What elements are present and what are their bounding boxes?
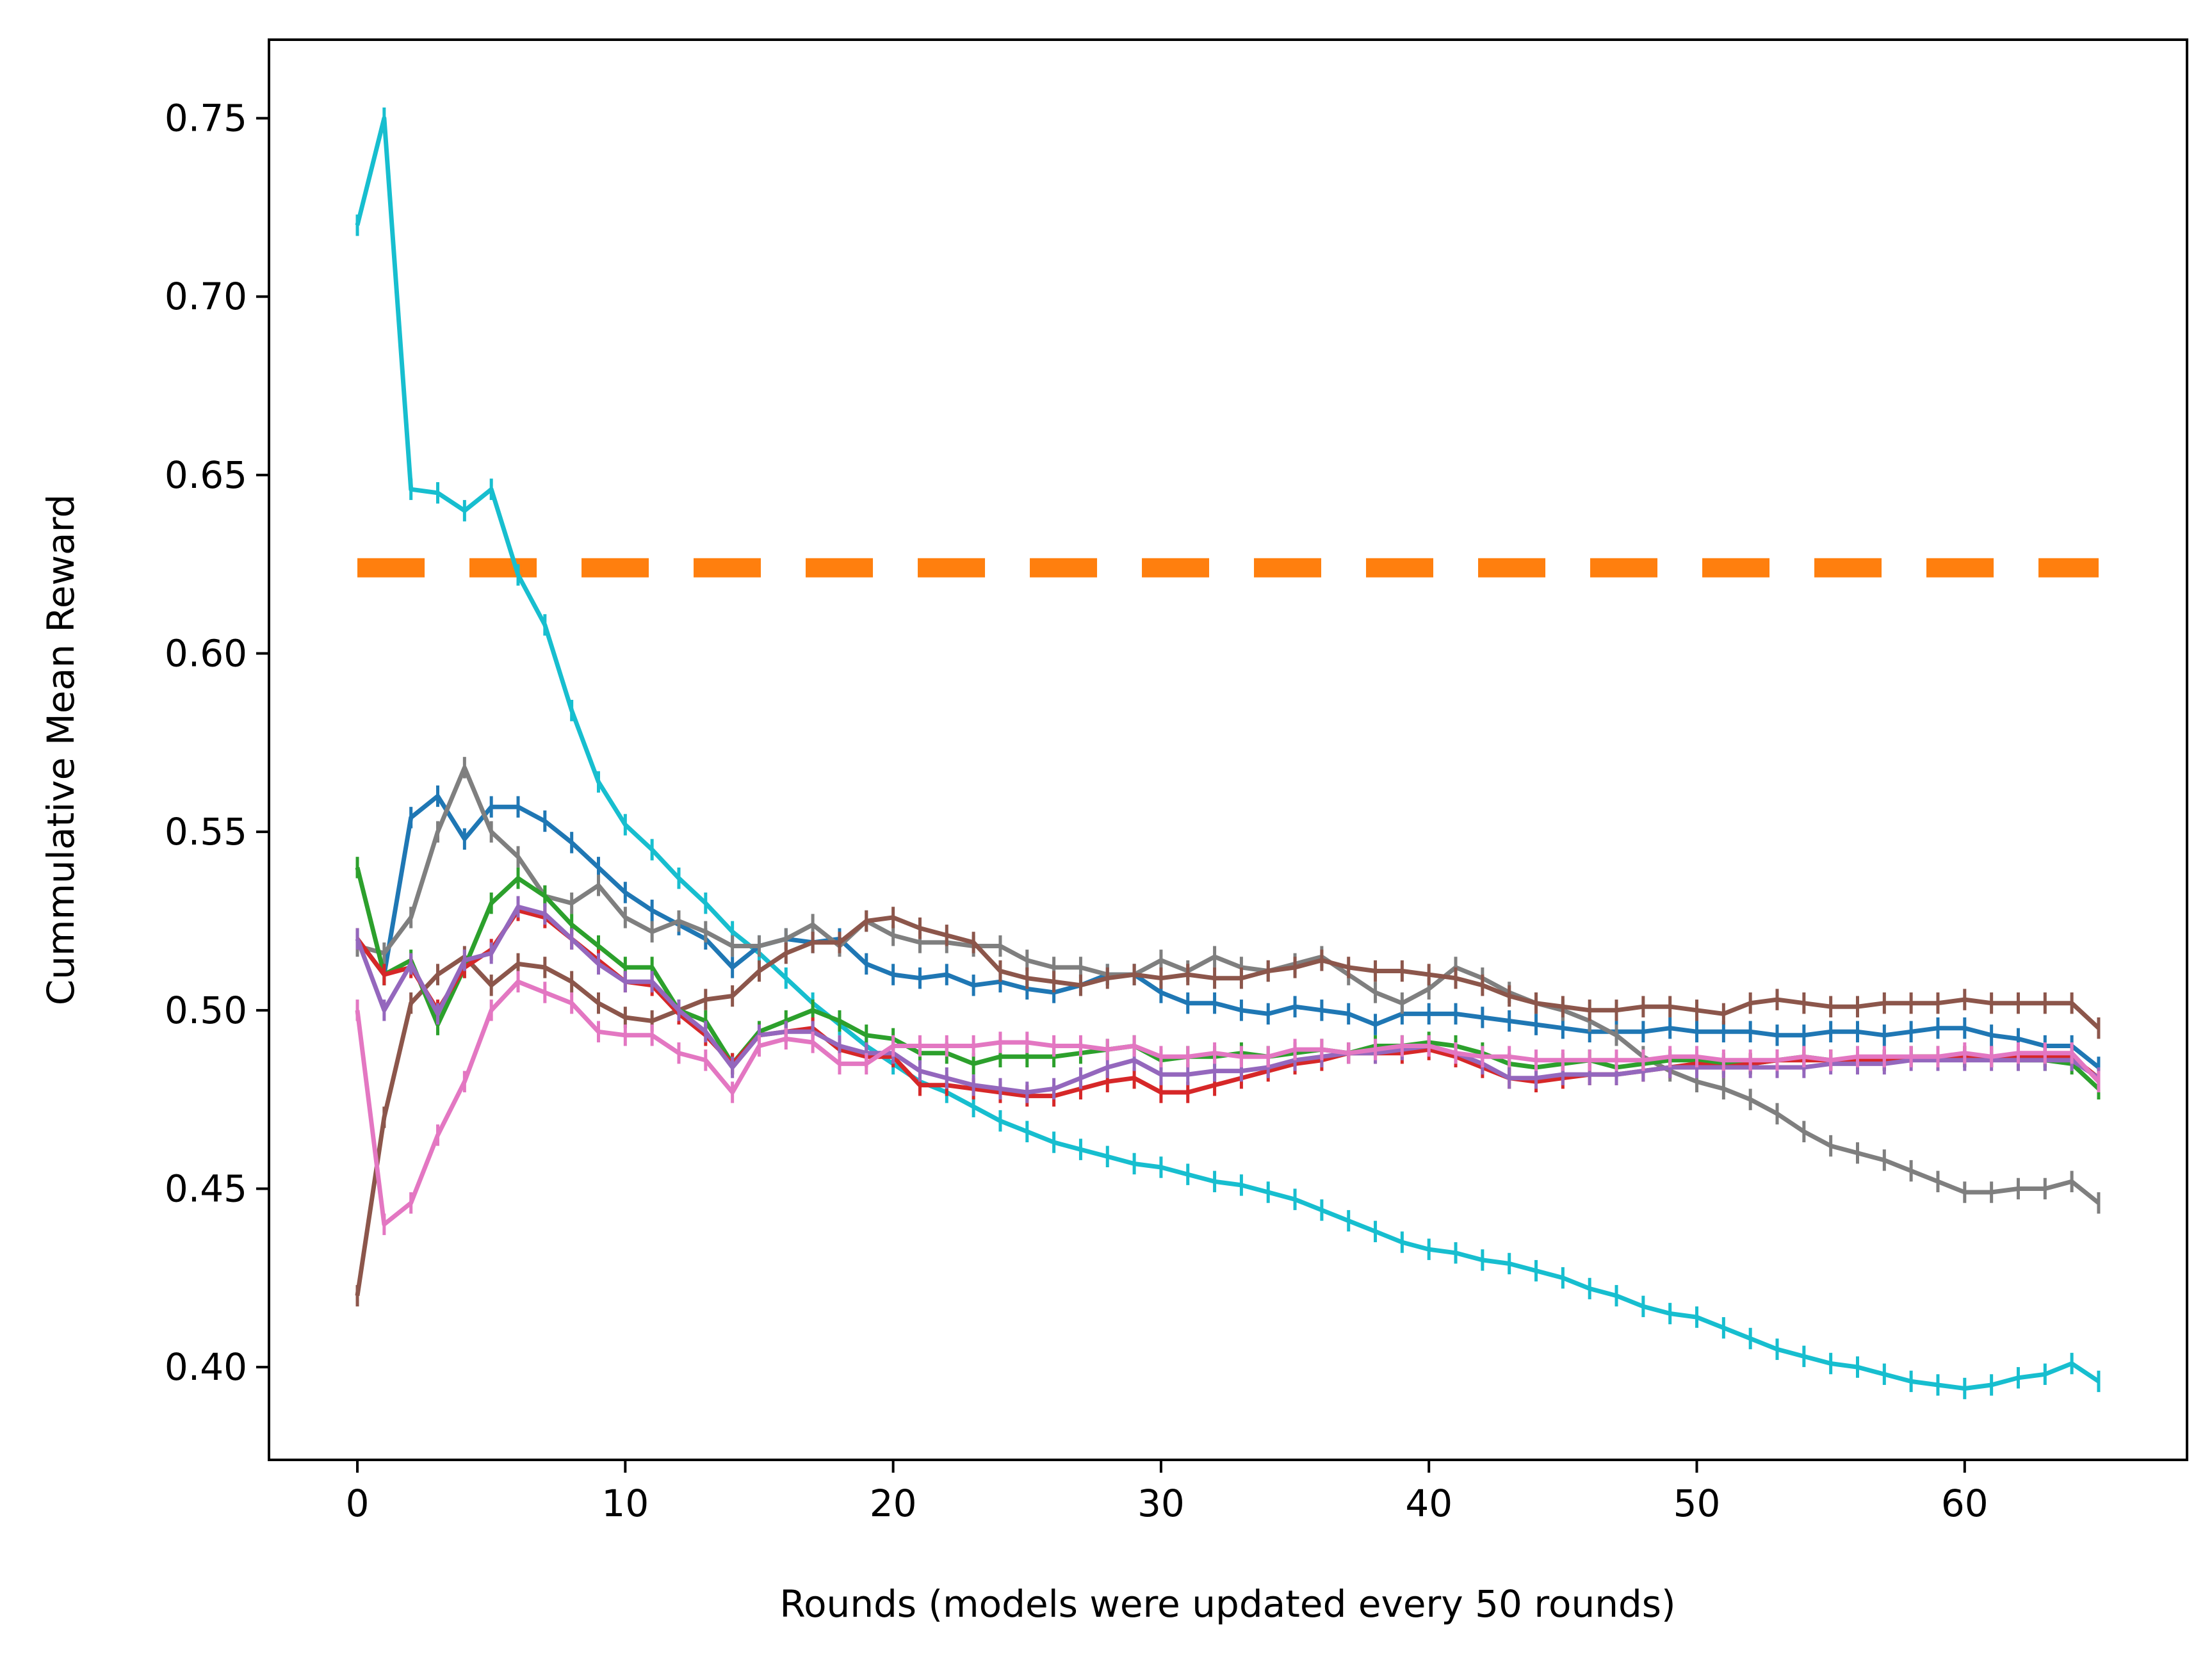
series-line (355, 904, 2100, 1095)
y-tick-label: 0.65 (165, 453, 247, 497)
series-8 (355, 971, 2101, 1235)
y-tick-label: 0.50 (165, 989, 247, 1032)
series-7 (355, 896, 2101, 1103)
y-tick-label: 0.45 (165, 1167, 247, 1210)
x-tick-label: 10 (601, 1482, 649, 1525)
y-tick-label: 0.55 (165, 810, 247, 854)
series-4 (355, 907, 2101, 1307)
x-tick-label: 60 (1941, 1482, 1988, 1525)
y-tick-label: 0.70 (165, 275, 247, 318)
series-layer (355, 107, 2101, 1400)
series-line (357, 765, 2101, 1205)
y-tick-label: 0.75 (165, 97, 247, 140)
series-line (355, 908, 2101, 1099)
x-tick-label: 20 (870, 1482, 917, 1525)
x-tick-label: 40 (1405, 1482, 1452, 1525)
y-tick-label: 0.40 (165, 1345, 247, 1389)
plot-frame (268, 38, 2188, 1461)
series-line (355, 979, 2101, 1227)
series-line (355, 915, 2101, 1297)
axis-layer: 0 10 20 30 40 50 60 0.40 0.45 0.50 0.55 0.60 0.65 0.7… (165, 97, 1988, 1525)
x-axis-label: Rounds (models were updated every 50 rou… (779, 1582, 1675, 1626)
y-axis-label: Cummulative Mean Reward (39, 494, 83, 1005)
x-tick-label: 50 (1673, 1482, 1721, 1525)
series-line (355, 116, 2100, 1391)
y-tick-label: 0.60 (165, 632, 247, 676)
x-tick-label: 30 (1137, 1482, 1185, 1525)
plot-area (269, 40, 2187, 1460)
series-3 (355, 757, 2101, 1214)
x-tick-label: 0 (346, 1482, 370, 1525)
series-line (355, 793, 2101, 1069)
